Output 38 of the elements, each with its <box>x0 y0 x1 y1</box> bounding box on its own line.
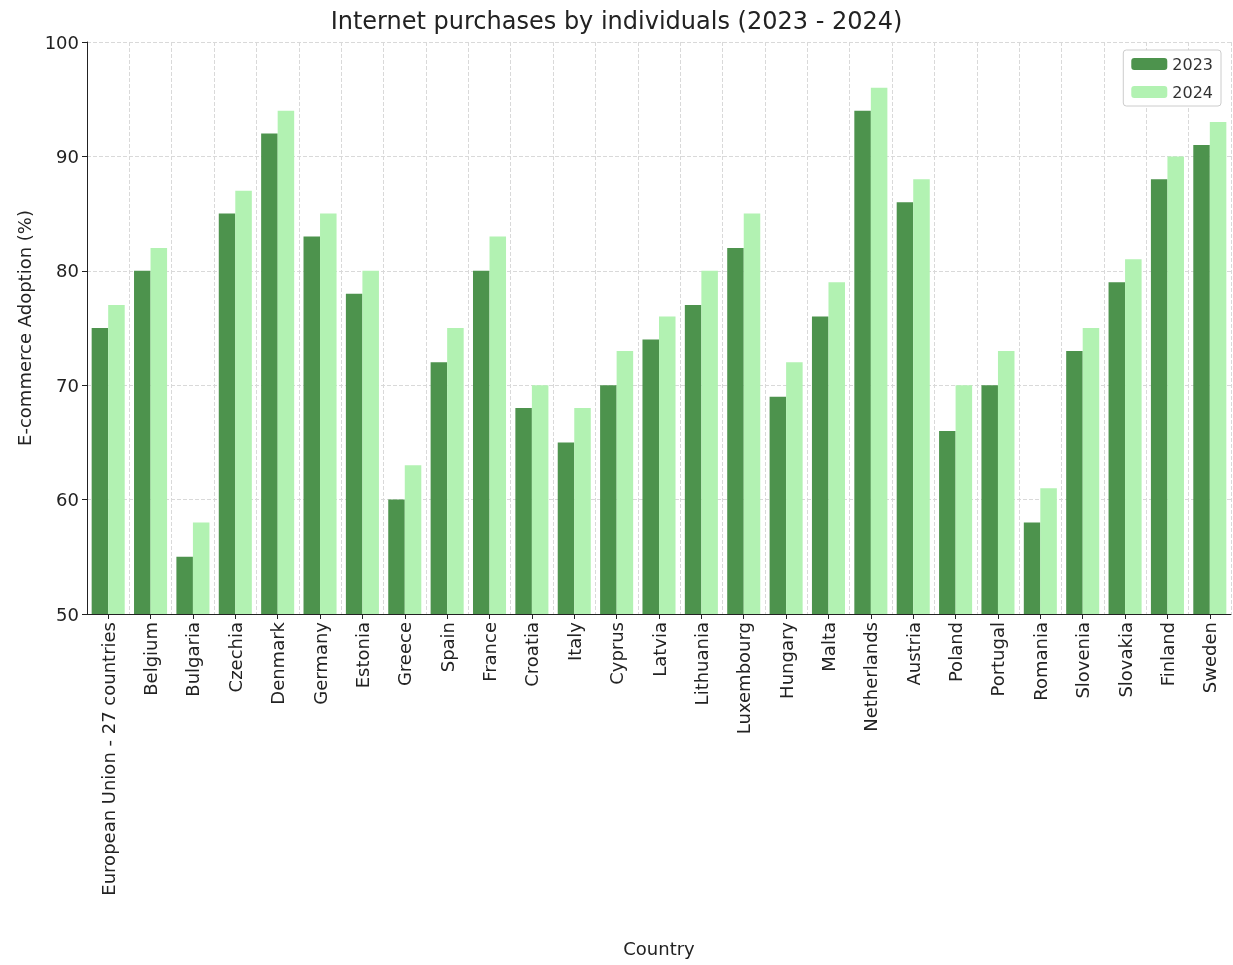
x-tick-label: Estonia <box>351 622 373 689</box>
y-tick-label: 90 <box>56 145 79 167</box>
x-tick-label: Finland <box>1156 622 1178 687</box>
x-tick-label: Austria <box>902 622 924 686</box>
x-tick-label: Latvia <box>648 622 670 677</box>
x-tick-label: Sweden <box>1199 622 1221 694</box>
x-tick-label: European Union - 27 countries <box>97 622 119 896</box>
legend-label: 2023 <box>1172 54 1213 74</box>
x-tick-label: Hungary <box>775 621 797 699</box>
x-tick-label: Czechia <box>224 622 246 693</box>
x-axis-title: Country <box>623 937 696 959</box>
x-tick-label: Netherlands <box>860 622 882 732</box>
x-tick-label: Portugal <box>987 622 1009 697</box>
x-tick-label: France <box>479 622 501 682</box>
x-tick-label: Spain <box>436 622 458 673</box>
chart-title: Internet purchases by individuals (2023 - 2024) <box>330 7 903 35</box>
x-tick-label: Lithuania <box>690 622 712 706</box>
x-tick-label: Italy <box>563 621 585 662</box>
y-tick-label: 60 <box>56 489 79 511</box>
x-tick-label: Poland <box>945 622 967 683</box>
x-tick-label: Belgium <box>140 622 162 696</box>
y-tick-label: 50 <box>56 603 79 625</box>
x-tick-label: Slovenia <box>1072 622 1094 699</box>
x-tick-label: Croatia <box>521 622 543 687</box>
x-tick-label: Germany <box>309 621 331 705</box>
x-tick-label: Bulgaria <box>182 622 204 697</box>
x-tick-label: Denmark <box>267 621 289 705</box>
x-tick-label: Slovakia <box>1114 622 1136 698</box>
y-tick-label: 80 <box>56 260 79 282</box>
x-tick-label: Luxembourg <box>733 622 755 735</box>
y-tick-label: 100 <box>44 31 79 53</box>
x-tick-label: Greece <box>394 622 416 687</box>
legend-label: 2024 <box>1172 82 1213 102</box>
x-tick-label: Romania <box>1029 622 1051 701</box>
x-tick-label: Malta <box>817 622 839 672</box>
y-axis-title: E-commerce Adoption (%) <box>14 210 36 446</box>
y-tick-label: 70 <box>56 374 79 396</box>
x-tick-label: Cyprus <box>606 622 628 685</box>
